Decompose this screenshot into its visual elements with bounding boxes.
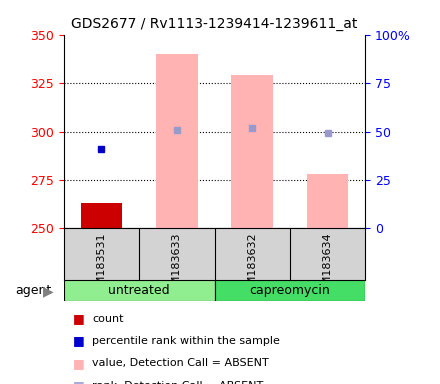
Bar bbox=[64, 280, 215, 301]
Bar bbox=[81, 203, 122, 228]
Text: ■: ■ bbox=[73, 357, 84, 370]
Text: ■: ■ bbox=[73, 312, 84, 325]
Title: GDS2677 / Rv1113-1239414-1239611_at: GDS2677 / Rv1113-1239414-1239611_at bbox=[71, 17, 358, 31]
Text: GSM183633: GSM183633 bbox=[172, 233, 182, 300]
Bar bbox=[231, 75, 273, 228]
Text: untreated: untreated bbox=[108, 285, 170, 297]
Bar bbox=[307, 174, 348, 228]
Text: ▶: ▶ bbox=[43, 284, 54, 298]
Bar bbox=[215, 280, 365, 301]
Text: count: count bbox=[92, 314, 124, 324]
Text: GSM183632: GSM183632 bbox=[247, 233, 257, 300]
Text: GSM183634: GSM183634 bbox=[323, 233, 333, 300]
Text: value, Detection Call = ABSENT: value, Detection Call = ABSENT bbox=[92, 358, 269, 368]
Text: rank, Detection Call = ABSENT: rank, Detection Call = ABSENT bbox=[92, 381, 264, 384]
Bar bbox=[156, 54, 198, 228]
Text: ■: ■ bbox=[73, 334, 84, 348]
Text: ■: ■ bbox=[73, 379, 84, 384]
Text: GSM183531: GSM183531 bbox=[96, 233, 106, 300]
Text: agent: agent bbox=[15, 285, 51, 297]
Text: capreomycin: capreomycin bbox=[249, 285, 330, 297]
Text: percentile rank within the sample: percentile rank within the sample bbox=[92, 336, 280, 346]
